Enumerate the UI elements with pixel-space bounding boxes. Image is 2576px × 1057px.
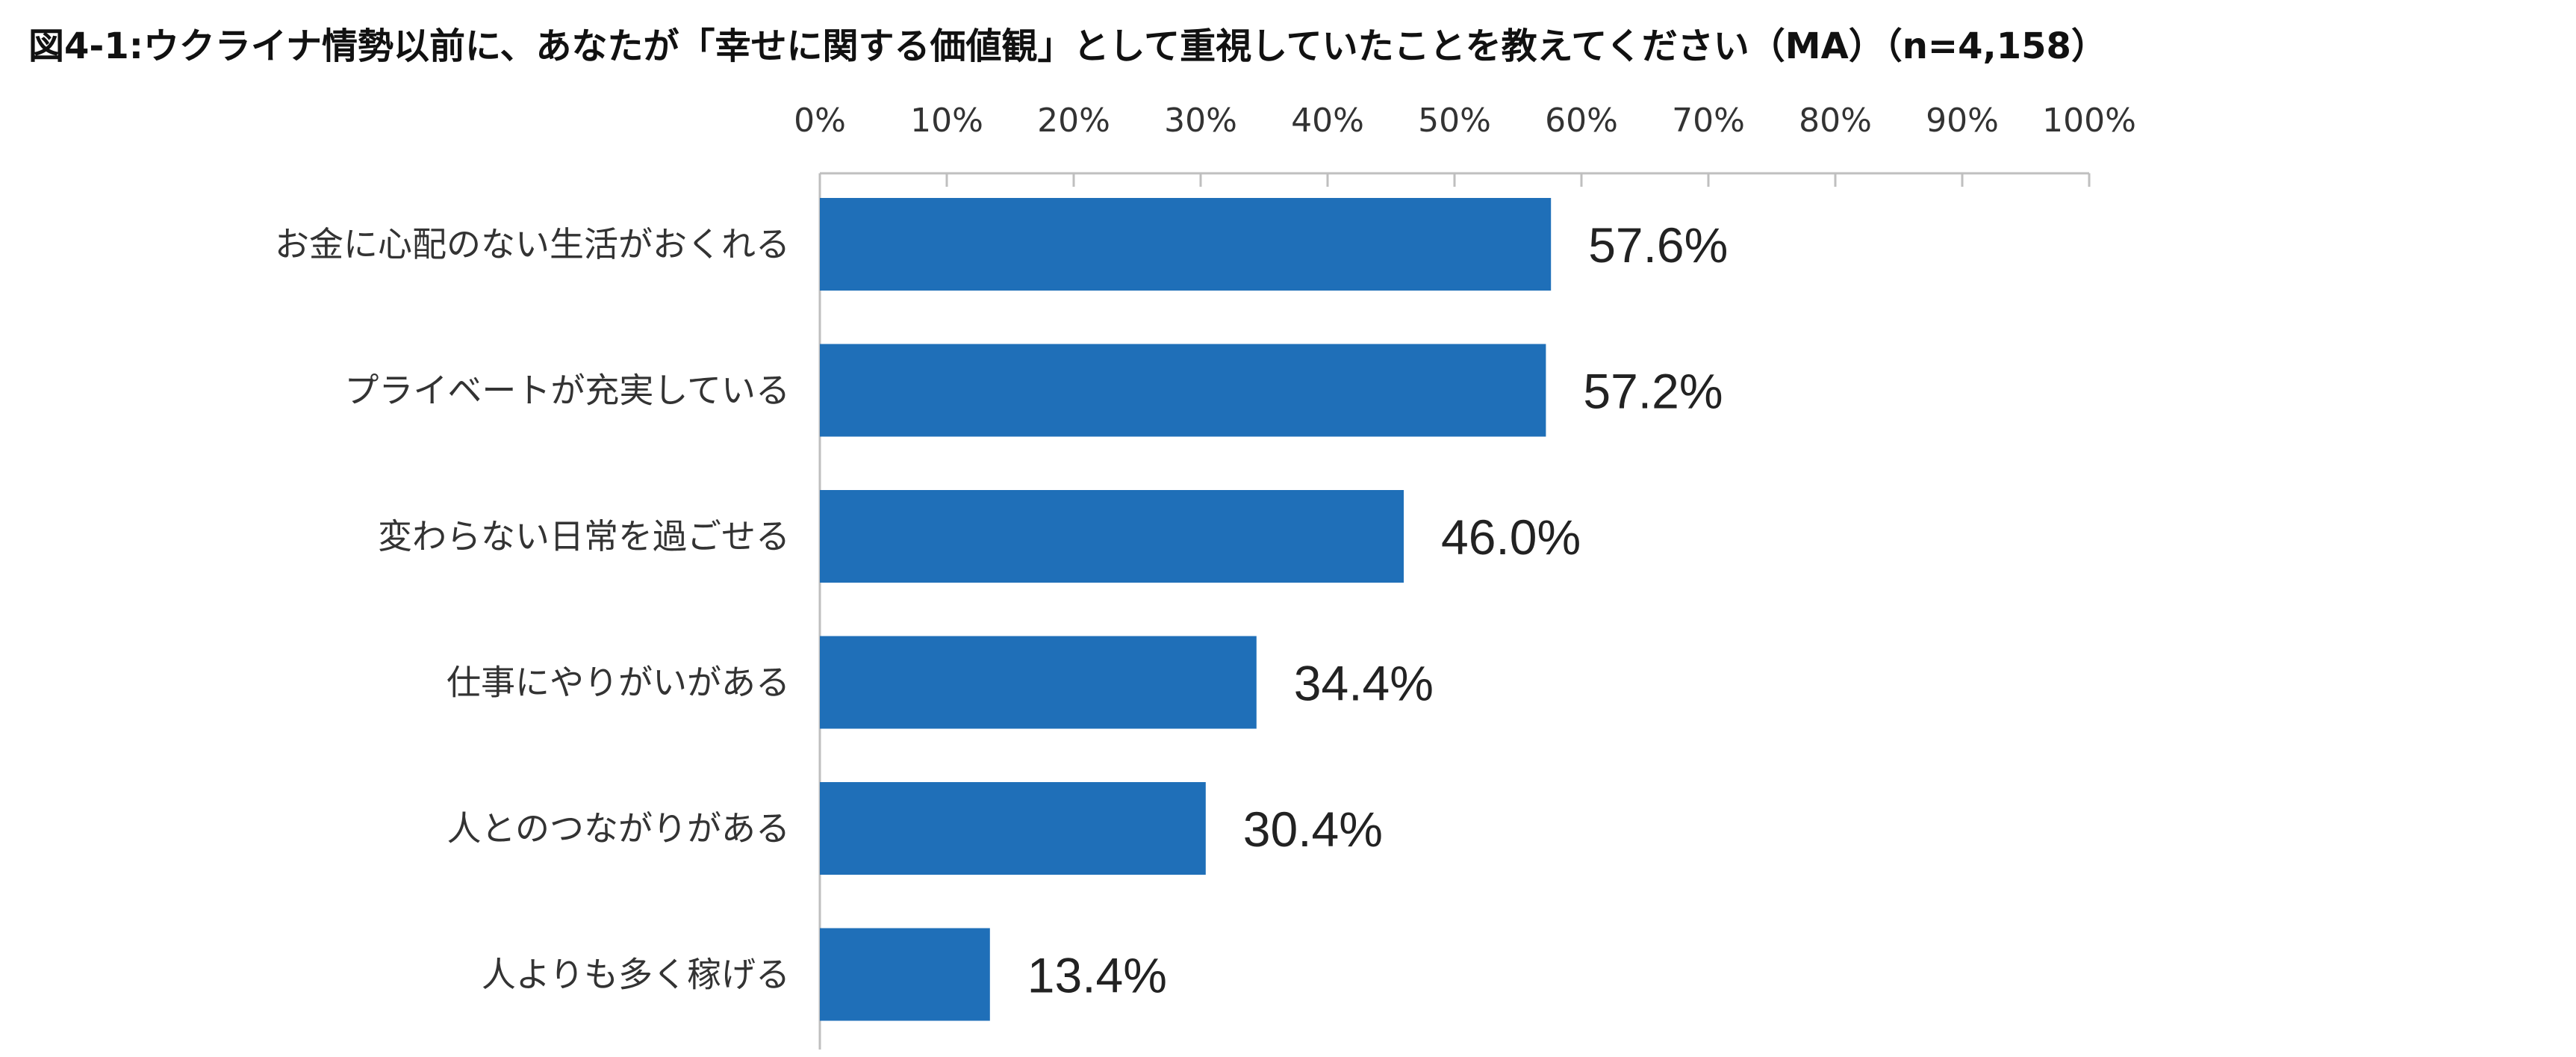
x-tick-label: 60% [1545,102,1618,140]
category-label: プライベートが充実している [344,371,790,411]
x-tick-label: 40% [1291,102,1364,140]
x-tick-label: 80% [1799,102,1872,140]
x-tick-label: 20% [1037,102,1110,140]
labels: お金に心配のない生活がおくれる 57.6% プライベートが充実している 57.2% 変わ… [275,217,1728,1003]
data-label: 30.4% [1243,802,1383,857]
bar [820,928,990,1021]
category-label: お金に心配のない生活がおくれる [275,224,790,264]
x-tick-label: 90% [1926,102,1999,140]
x-tick-label: 30% [1164,102,1237,140]
bar [820,344,1546,437]
x-tick-label: 10% [910,102,983,140]
category-label: 変わらない日常を過ごせる [378,516,790,557]
data-label: 46.0% [1441,509,1581,565]
bar [820,636,1257,729]
data-label: 34.4% [1294,656,1434,711]
bars [820,198,1552,1021]
category-label: 人とのつながりがある [447,808,790,849]
data-label: 57.6% [1588,217,1728,273]
chart-title: 図4-1:ウクライナ情勢以前に、あなたが「幸せに関する価値観」として重視していた… [28,25,2107,67]
data-label: 13.4% [1027,948,1167,1003]
x-tick-label: 100% [2042,102,2136,140]
bar [820,782,1206,875]
x-tick-label: 50% [1418,102,1491,140]
x-axis: 0% 10% 20% 30% 40% 50% 60% 70% 80% 90% 100% [794,102,2136,1050]
category-label: 仕事にやりがいがある [447,663,790,703]
bar [820,198,1552,291]
bar [820,490,1404,583]
x-tick-label: 70% [1672,102,1745,140]
category-label: 人よりも多く稼げる [482,955,790,995]
x-tick-label: 0% [794,102,846,140]
data-label: 57.2% [1583,364,1723,419]
